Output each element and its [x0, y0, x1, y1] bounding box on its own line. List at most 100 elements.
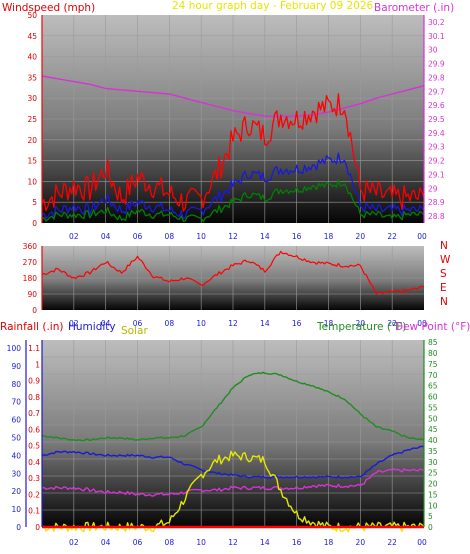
temperature-series-group	[41, 371, 425, 533]
humidity-tick-label: 90	[11, 362, 21, 371]
rainfall-tick-label: 0.6	[28, 425, 40, 434]
windspeed-axis-label: Windspeed (mph)	[2, 2, 95, 14]
temperature-tick-label: 30	[428, 458, 438, 467]
barometer-tick-label: 30	[428, 46, 438, 55]
windspeed-tick-label: 10	[27, 177, 37, 186]
barometer-tick-label: 29.7	[428, 87, 445, 96]
barometer-axis-label: Barometer (.in)	[374, 2, 454, 14]
temperature-tick-label: 20	[428, 480, 438, 489]
barometer-tick-label: 29.8	[428, 73, 445, 82]
humidity-line	[41, 445, 425, 479]
x-tick-label: 08	[165, 538, 175, 547]
temperature-tick-label: 75	[428, 360, 438, 369]
solar-axis-label: Solar	[121, 325, 148, 337]
x-tick-label: 04	[101, 319, 111, 328]
windspeed-tick-label: 50	[27, 11, 37, 20]
windspeed-tick-label: 40	[27, 53, 37, 62]
rainfall-tick-label: 0.9	[28, 377, 40, 386]
graph-title: 24 hour graph day - February 09 2026	[172, 0, 374, 12]
direction-tick-label: 360	[23, 242, 38, 251]
wind-left-ticks: 0 5 10 15 20 25 30 35 40 45 50	[27, 11, 37, 228]
x-tick-label: 02	[69, 319, 79, 328]
compass-label: E	[440, 282, 447, 294]
barometer-tick-label: 29.2	[428, 157, 445, 166]
direction-tick-label: 270	[23, 258, 38, 267]
temperature-tick-label: 10	[428, 501, 438, 510]
x-tick-label: 04	[101, 232, 111, 241]
temperature-tick-label: 35	[428, 447, 438, 456]
temperature-tick-label: 65	[428, 382, 438, 391]
barometer-tick-label: 29.3	[428, 143, 445, 152]
temperature-tick-label: 0	[428, 523, 433, 532]
humidity-tick-label: 0	[16, 523, 21, 532]
rainfall-tick-label: 1.1	[28, 344, 40, 353]
rainfall-tick-label: 0	[35, 523, 40, 532]
x-tick-label: 12	[228, 319, 238, 328]
humidity-tick-label: 20	[11, 487, 21, 496]
temperature-tick-label: 85	[428, 338, 438, 347]
direction-x-ticks: 02 04 06 08 10 12 14 16 18 20 22 00	[69, 319, 427, 328]
wind-x-ticks: 02 04 06 08 10 12 14 16 18 20 22 00	[69, 232, 427, 241]
temperature-tick-label: 55	[428, 403, 438, 412]
direction-grid	[42, 246, 424, 310]
direction-tick-label: 90	[27, 290, 37, 299]
rainfall-tick-label: 1	[35, 360, 40, 369]
x-tick-label: 18	[324, 232, 334, 241]
rainfall-tick-label: 0.4	[28, 458, 40, 467]
x-tick-label: 06	[133, 319, 143, 328]
windspeed-tick-label: 45	[27, 32, 37, 41]
humidity-tick-label: 40	[11, 451, 21, 460]
x-tick-label: 20	[356, 232, 366, 241]
windspeed-tick-label: 15	[27, 157, 37, 166]
humidity-tick-label: 100	[7, 344, 22, 353]
barometer-tick-label: 29.6	[428, 101, 445, 110]
windspeed-tick-label: 0	[32, 219, 37, 228]
temperature-tick-label: 70	[428, 371, 438, 380]
barometer-line	[41, 75, 425, 117]
humidity-tick-label: 30	[11, 469, 21, 478]
barometer-tick-label: 30.1	[428, 32, 445, 41]
temperature-tick-label: 80	[428, 349, 438, 358]
humidity-axis-label: Humidity	[68, 321, 116, 333]
dewpoint-line	[41, 468, 425, 497]
temperature-tick-label: 50	[428, 414, 438, 423]
humidity-tick-label: 50	[11, 434, 21, 443]
x-tick-label: 08	[165, 232, 175, 241]
humidity-ticks: 0 10 20 30 40 50 60 70 80 90 100	[7, 344, 22, 532]
temperature-line	[41, 371, 425, 442]
rainfall-ticks: 0 0.1 0.2 0.3 0.4 0.5 0.6 0.7 0.8 0.9 1 1.1	[28, 344, 40, 532]
barometer-right-ticks: 28.8 28.9 29 29.1 29.2 29.3 29.4 29.5 29.6 29.7 29…	[428, 18, 445, 221]
humidity-tick-label: 10	[11, 505, 21, 514]
x-tick-label: 00	[417, 319, 427, 328]
x-tick-label: 02	[69, 232, 79, 241]
x-tick-label: 02	[69, 538, 79, 547]
compass-label: N	[440, 240, 448, 252]
x-tick-label: 00	[417, 232, 427, 241]
x-tick-label: 16	[292, 232, 302, 241]
temperature-axis-label: Temperature (°F)	[316, 321, 406, 333]
x-tick-label: 06	[133, 538, 143, 547]
x-tick-label: 10	[196, 232, 206, 241]
x-tick-label: 00	[417, 538, 427, 547]
temperature-tick-label: 45	[428, 425, 438, 434]
barometer-tick-label: 29.1	[428, 170, 445, 179]
direction-tick-label: 180	[23, 274, 38, 283]
rainfall-axis-label: Rainfall (.in)	[0, 321, 63, 333]
windspeed-tick-label: 30	[27, 94, 37, 103]
humidity-tick-label: 60	[11, 416, 21, 425]
x-tick-label: 20	[356, 538, 366, 547]
temperature-tick-label: 60	[428, 393, 438, 402]
x-tick-label: 12	[228, 232, 238, 241]
x-tick-label: 18	[324, 538, 334, 547]
rainfall-tick-label: 0.1	[28, 507, 40, 516]
temperature-grid	[42, 340, 424, 527]
temperature-tick-label: 40	[428, 436, 438, 445]
wind-average-line	[41, 152, 425, 220]
x-tick-label: 08	[165, 319, 175, 328]
compass-label: W	[440, 254, 451, 266]
barometer-tick-label: 29.4	[428, 129, 445, 138]
x-tick-label: 14	[260, 319, 270, 328]
windspeed-tick-label: 35	[27, 73, 37, 82]
rainfall-tick-label: 0.3	[28, 474, 40, 483]
